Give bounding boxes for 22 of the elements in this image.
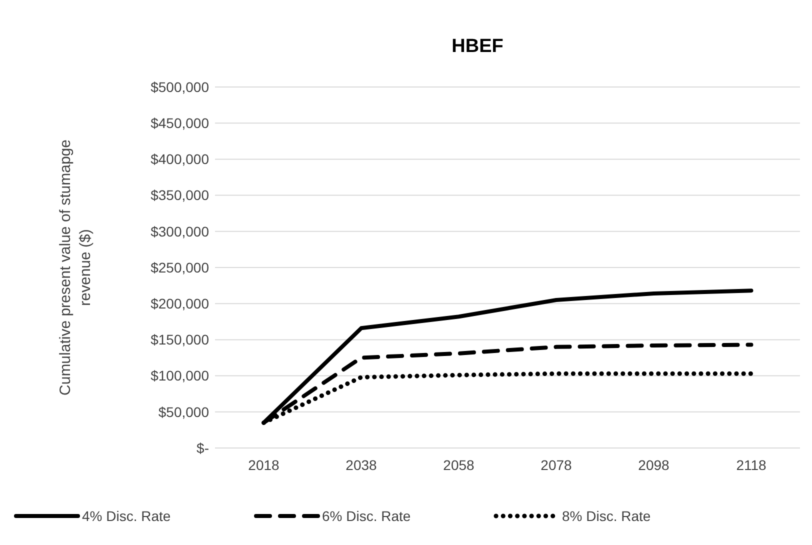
x-tick-label: 2078 xyxy=(540,457,572,473)
y-tick-label: $350,000 xyxy=(150,187,210,204)
y-tick-label: $250,000 xyxy=(150,259,210,276)
chart-title: HBEF xyxy=(452,36,504,57)
x-tick-label: 2098 xyxy=(638,457,670,473)
legend-label: 8% Disc. Rate xyxy=(562,508,651,524)
y-tick-label: $- xyxy=(196,440,210,456)
x-tick-label: 2018 xyxy=(248,457,280,473)
y-tick-label: $500,000 xyxy=(150,78,210,95)
y-tick-label: $100,000 xyxy=(150,368,210,384)
x-tick-label: 2058 xyxy=(443,457,475,473)
y-axis-title: Cumulative present value of stumapge revenue ($) xyxy=(57,140,94,396)
legend-label: 6% Disc. Rate xyxy=(322,508,411,524)
y-tick-label: $200,000 xyxy=(150,296,210,312)
y-tick-label: $300,000 xyxy=(150,223,210,240)
x-tick-label: 2038 xyxy=(346,457,378,473)
y-tick-label: $150,000 xyxy=(150,332,210,348)
y-tick-label: $400,000 xyxy=(150,151,210,168)
y-tick-label: $50,000 xyxy=(158,404,210,420)
legend-label: 4% Disc. Rate xyxy=(82,508,171,524)
x-tick-label: 2118 xyxy=(736,457,767,473)
y-tick-label: $450,000 xyxy=(150,115,210,131)
